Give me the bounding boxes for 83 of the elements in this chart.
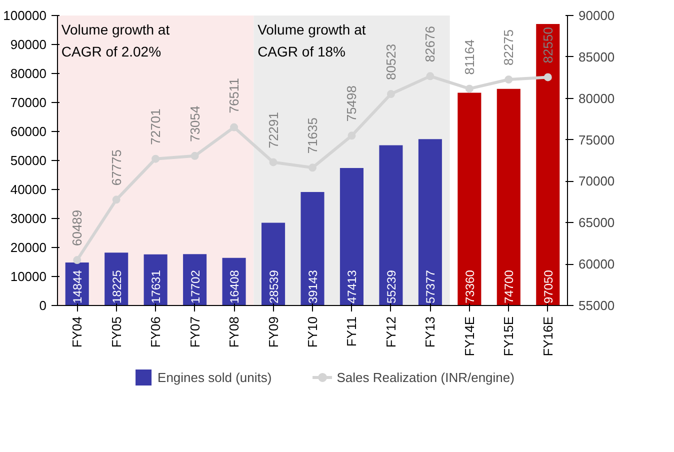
data-label: 75498 [344, 86, 360, 122]
bar [458, 92, 482, 306]
point [504, 76, 513, 84]
y-tick-label: 90000 [10, 37, 47, 52]
data-label: 18225 [110, 270, 124, 304]
data-label: 82676 [422, 26, 438, 62]
y2-tick-label: 55000 [578, 298, 615, 313]
x-tick-label: FY14E [462, 316, 477, 356]
bar [496, 88, 520, 306]
y-tick-label: 0 [39, 298, 47, 313]
y2-tick-label: 90000 [578, 8, 615, 23]
y2-tick-label: 80000 [578, 90, 615, 106]
x-tick-label: FY16E [540, 316, 556, 356]
point [152, 154, 160, 163]
data-label: 39143 [306, 270, 320, 304]
point [544, 73, 552, 82]
point [426, 72, 434, 80]
x-tick-label: FY13 [422, 316, 438, 348]
data-label: 67775 [108, 149, 124, 186]
band-label: Volume growth at CAGR of 18% [258, 22, 366, 60]
data-label: 57377 [424, 270, 438, 304]
x-tick-label: FY15E [501, 316, 516, 356]
data-label: 17631 [149, 270, 164, 304]
point [386, 90, 395, 98]
x-tick-label: FY04 [70, 316, 85, 348]
point [269, 158, 278, 166]
bar [536, 24, 560, 306]
y-tick-label: 60000 [10, 124, 47, 139]
data-label: 73054 [187, 106, 202, 142]
x-tick-label: FY06 [148, 316, 164, 348]
bar [300, 192, 324, 306]
band-label: Volume growth at CAGR of 2.02% [61, 22, 170, 60]
legend-label: Engines sold (units) [158, 370, 272, 384]
data-label: 82275 [501, 29, 516, 66]
data-label: 16408 [228, 270, 242, 304]
y2-tick-label: 85000 [578, 49, 615, 64]
y2-tick-label: 70000 [578, 174, 615, 189]
y-tick-label: 80000 [10, 66, 47, 81]
x-tick-label: FY11 [344, 316, 360, 347]
x-tick-label: FY05 [108, 316, 124, 348]
data-label: 72701 [148, 108, 164, 145]
data-label: 14844 [70, 270, 85, 304]
y-tick-label: 50000 [10, 153, 47, 168]
data-label: 73360 [462, 270, 477, 304]
point [465, 84, 474, 93]
data-label: 76511 [226, 78, 242, 114]
point [73, 256, 82, 264]
y2-tick-label: 60000 [578, 256, 615, 272]
data-label: 81164 [462, 40, 477, 75]
bar [418, 139, 442, 306]
data-label: 97050 [541, 270, 556, 304]
legend-label: Sales Realization (INR/engine) [336, 370, 514, 384]
x-tick-label: FY08 [226, 316, 242, 348]
y-tick-label: 70000 [10, 95, 47, 110]
point [308, 164, 316, 172]
y-tick-label: 100000 [3, 8, 47, 23]
data-label: 80523 [383, 44, 398, 80]
x-tick-label: FY10 [305, 316, 320, 348]
point [190, 152, 199, 160]
point [348, 132, 356, 140]
data-label: 82550 [540, 27, 556, 64]
y2-tick-label: 65000 [578, 215, 615, 230]
bar [379, 145, 403, 306]
bar [262, 222, 286, 306]
data-label: 74700 [502, 270, 516, 304]
data-label: 72291 [266, 112, 281, 148]
point [112, 196, 120, 204]
y-tick-label: 20000 [10, 240, 47, 255]
data-label: 71635 [305, 118, 320, 154]
point [230, 123, 238, 132]
data-label: 47413 [345, 270, 360, 304]
bar [340, 168, 364, 306]
x-tick-label: FY07 [187, 316, 202, 348]
data-label: 60489 [70, 210, 85, 246]
data-label: 28539 [266, 270, 281, 304]
data-label: 55239 [384, 270, 398, 304]
x-tick-label: FY09 [266, 316, 281, 348]
data-label: 17702 [188, 270, 202, 304]
x-tick-label: FY12 [383, 316, 398, 348]
y-tick-label: 40000 [10, 182, 47, 197]
y-tick-label: 30000 [10, 211, 47, 226]
y-tick-label: 10000 [10, 269, 47, 284]
y2-tick-label: 75000 [578, 132, 615, 148]
